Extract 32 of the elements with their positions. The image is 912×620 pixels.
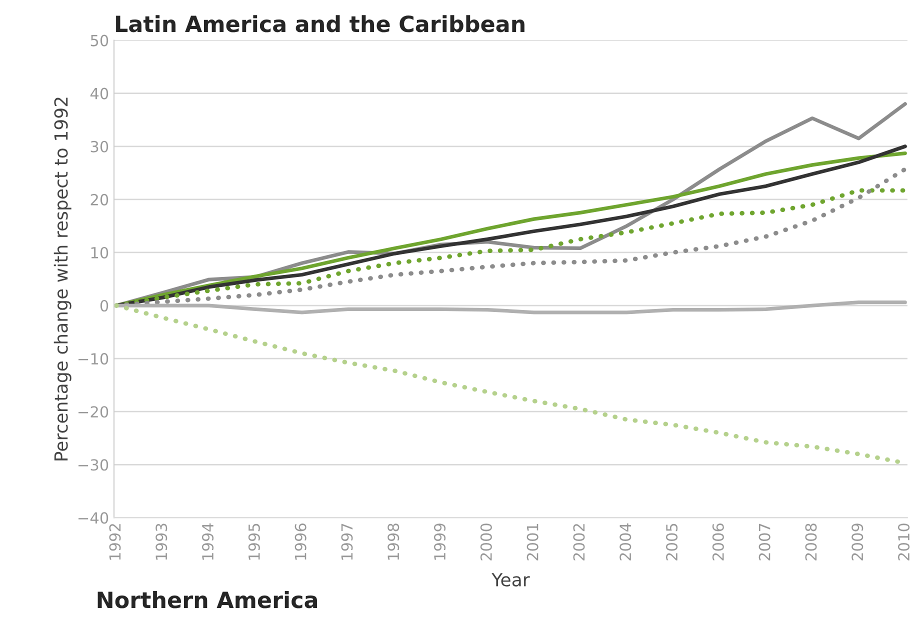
y-tick-label: −30 [78,459,108,471]
y-tick-label: 20 [90,194,108,206]
x-tick-label: 1993 [156,524,168,560]
y-tick-label: 0 [100,300,108,312]
y-tick-label: −40 [78,512,108,524]
x-tick-label: 2004 [620,523,632,560]
chart-title: Latin America and the Caribbean [116,15,524,32]
y-tick-label: 10 [91,246,108,258]
x-tick-label: 2001 [526,524,538,560]
x-tick-label: 1994 [202,523,214,560]
y-axis-title: Percentage change with respect to 1992 [54,98,72,460]
x-tick-label: 1998 [388,524,400,560]
x-tick-label: 2007 [758,524,770,560]
text: Northern America [98,591,318,608]
y-tick-label: −10 [78,353,108,365]
x-tick-label: 2000 [480,524,492,560]
x-tick-label: 1999 [434,524,446,560]
x-tick-label: 2006 [712,524,724,560]
x-tick-label: 2005 [666,524,678,560]
x-tick-label: 1995 [248,524,260,560]
x-tick-label: 2008 [805,524,817,560]
y-tick-label: 40 [90,88,108,100]
y-tick-label: 30 [90,140,108,152]
x-axis-title: Year [492,573,530,587]
x-tick-label: 2002 [573,524,585,560]
x-tick-label: 1992 [109,524,121,560]
x-tick-label: 1996 [294,524,306,560]
x-tick-label: 2009 [852,524,864,560]
x-tick-label: 2010 [898,524,910,560]
x-tick-label: 1997 [341,524,353,560]
y-tick-label: 50 [90,34,108,46]
y-tick-label: −20 [78,406,108,418]
